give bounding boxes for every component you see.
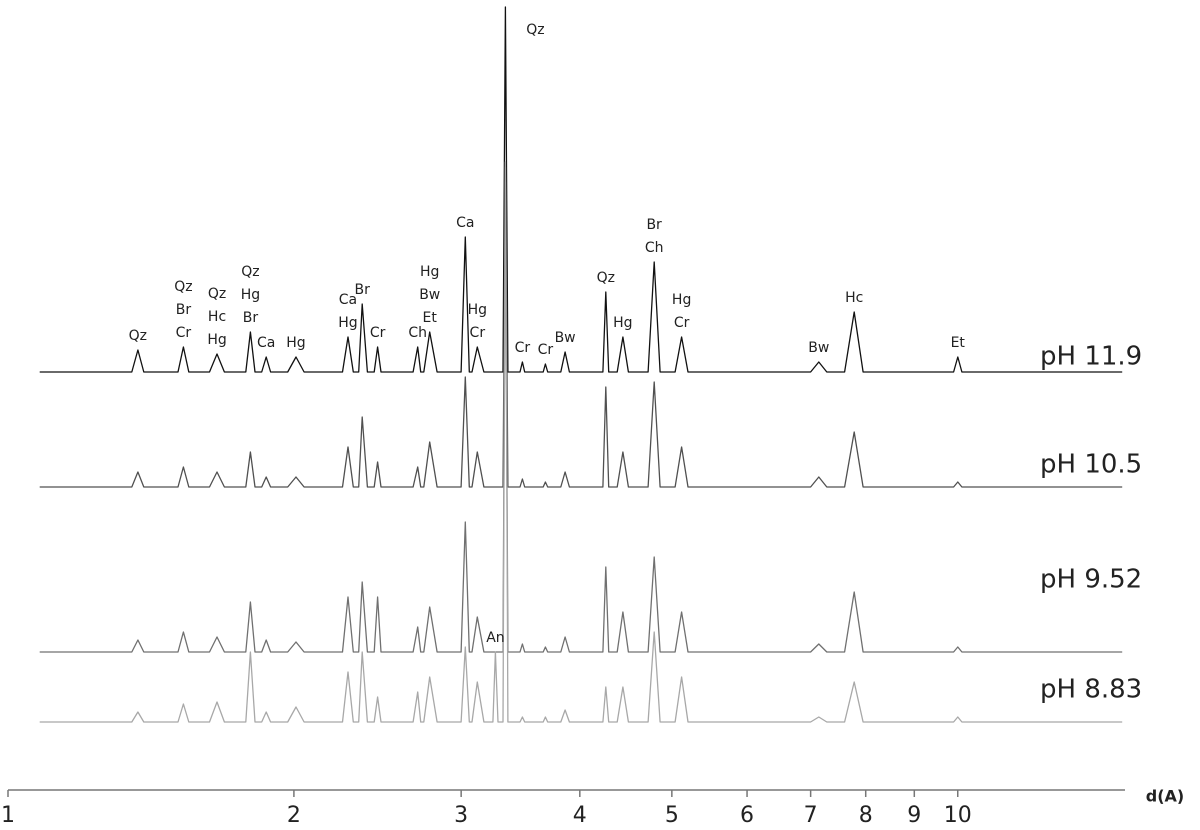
x-tick-label: 1: [1, 803, 15, 828]
series-label: pH 10.5: [1040, 450, 1142, 480]
peak-label: An: [486, 630, 504, 646]
peak-label: Qz: [241, 264, 259, 280]
peak-label: Hg: [420, 264, 439, 280]
peak-label: Hg: [613, 315, 632, 331]
series-label: pH 9.52: [1040, 565, 1142, 595]
x-axis-label: d(A): [1146, 787, 1184, 806]
x-tick-label: 7: [804, 803, 818, 828]
peak-label: Ch: [408, 325, 427, 341]
peak-label: Cr: [370, 325, 386, 341]
xrd-trace: [39, 166, 1123, 488]
peak-label: Bw: [419, 287, 440, 303]
peak-label: Cr: [470, 325, 486, 341]
peak-label: Qz: [174, 279, 192, 295]
peak-label: Br: [243, 310, 259, 326]
x-tick-label: 9: [907, 803, 921, 828]
peak-label: Ca: [257, 335, 275, 351]
peak-label: Qz: [208, 286, 226, 302]
peak-label: Cr: [176, 325, 192, 341]
peak-label: Br: [354, 282, 370, 298]
peak-label: Et: [951, 335, 966, 351]
series-label: pH 8.83: [1040, 675, 1142, 705]
peak-label: Qz: [129, 328, 147, 344]
peak-label: Cr: [674, 315, 690, 331]
series-label: pH 11.9: [1040, 342, 1142, 372]
xrd-trace: [39, 6, 1123, 373]
x-tick-label: 8: [859, 803, 873, 828]
peak-label: Hc: [208, 309, 226, 325]
peak-label: Hc: [845, 290, 863, 306]
peak-label: Hg: [286, 335, 305, 351]
peak-label: Ca: [456, 215, 474, 231]
peak-label: Bw: [555, 330, 576, 346]
x-tick-label: 6: [740, 803, 754, 828]
x-tick-label: 4: [573, 803, 587, 828]
x-tick-label: 2: [287, 803, 301, 828]
x-tick-label: 10: [944, 803, 972, 828]
peak-label: Hg: [207, 332, 226, 348]
peak-label: Br: [646, 217, 662, 233]
peak-label: Br: [176, 302, 192, 318]
peak-label: Hg: [672, 292, 691, 308]
peak-label: Hg: [338, 315, 357, 331]
x-tick-label: 3: [454, 803, 468, 828]
x-tick-label: 5: [665, 803, 679, 828]
peak-label: Et: [423, 310, 438, 326]
peak-label: Qz: [526, 22, 544, 38]
peak-label: Bw: [808, 340, 829, 356]
peak-label: Cr: [538, 342, 554, 358]
peak-label: Qz: [597, 270, 615, 286]
peak-label: Ca: [339, 292, 357, 308]
xrd-trace: [39, 161, 1123, 723]
peak-label: Hg: [241, 287, 260, 303]
xrd-trace: [39, 181, 1123, 653]
peak-label: Hg: [468, 302, 487, 318]
peak-label: Cr: [515, 340, 531, 356]
peak-label: Ch: [645, 240, 664, 256]
